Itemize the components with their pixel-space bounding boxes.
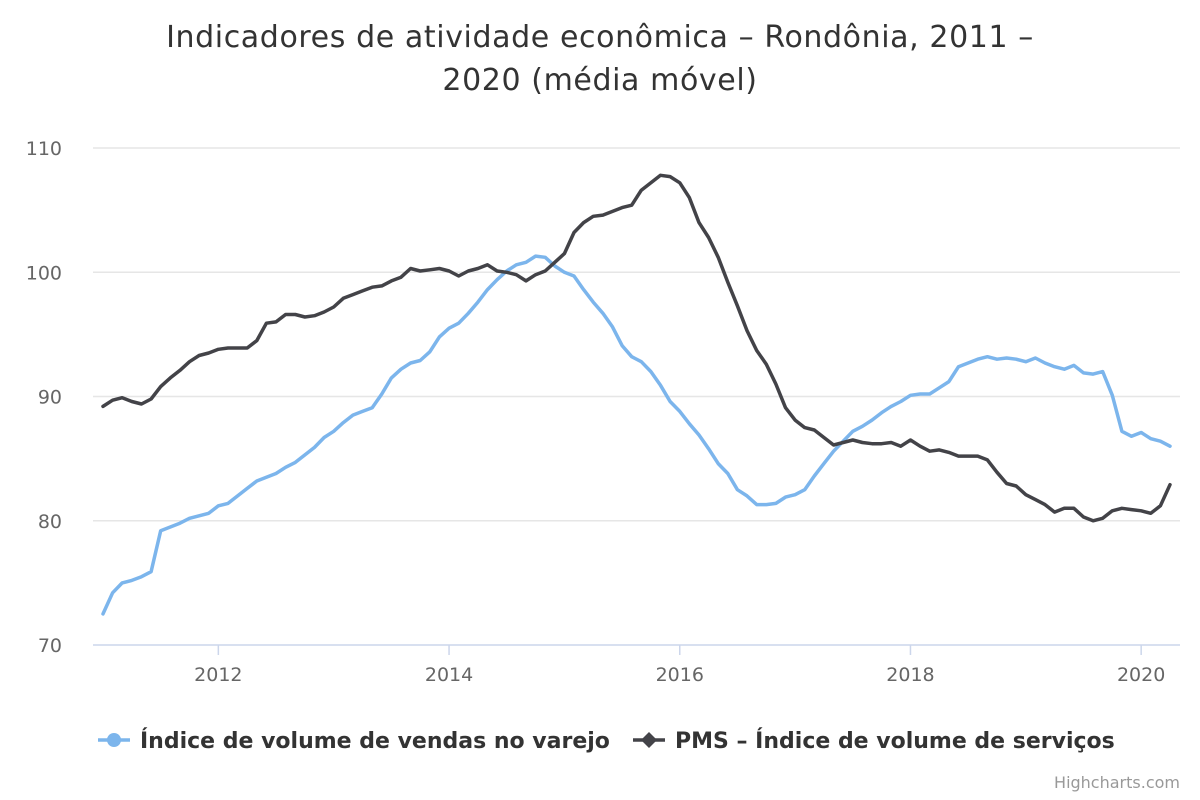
legend-label: PMS – Índice de volume de serviços [675, 728, 1115, 754]
legend-item[interactable]: Índice de volume de vendas no varejo [98, 728, 610, 754]
x-tick-label: 2012 [194, 664, 242, 686]
y-axis-labels: 70 80 90 100 110 [26, 138, 62, 657]
x-tick-label: 2014 [425, 664, 473, 686]
series-line-varejo[interactable] [101, 254, 1172, 616]
x-axis: 2012 2014 2016 2018 2020 [93, 644, 1180, 686]
y-tick-label: 90 [38, 387, 62, 409]
credits-link[interactable]: Highcharts.com [1054, 773, 1180, 792]
y-tick-label: 100 [26, 262, 62, 284]
diamond-marker-icon [641, 732, 657, 748]
chart-title-line-1: Indicadores de atividade econômica – Ron… [166, 20, 1034, 55]
grid-lines [93, 147, 1180, 522]
legend: Índice de volume de vendas no varejo PMS … [98, 728, 1115, 754]
x-tick-label: 2016 [656, 664, 704, 686]
series-line-servicos[interactable] [101, 173, 1172, 523]
circle-marker-icon [107, 733, 121, 747]
chart-title-line-2: 2020 (média móvel) [442, 63, 757, 98]
y-tick-label: 110 [26, 138, 62, 160]
legend-label: Índice de volume de vendas no varejo [140, 728, 610, 754]
x-tick-label: 2020 [1117, 664, 1165, 686]
series-lines [101, 173, 1172, 616]
y-tick-label: 80 [38, 511, 62, 533]
y-tick-label: 70 [38, 635, 62, 657]
legend-item[interactable]: PMS – Índice de volume de serviços [633, 728, 1115, 754]
x-tick-label: 2018 [886, 664, 934, 686]
